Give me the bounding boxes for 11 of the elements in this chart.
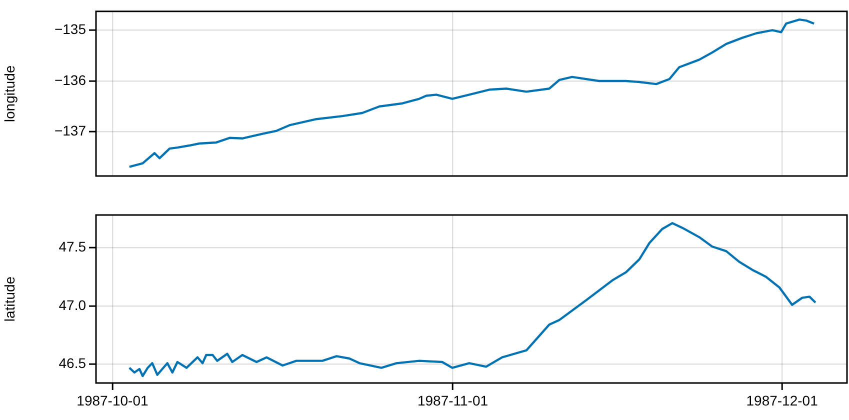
y-axis-title: longitude — [1, 65, 18, 122]
y-tick-label: 46.5 — [58, 355, 86, 372]
y-tick-label: −135 — [54, 21, 86, 38]
x-tick-label: 1987-12-01 — [746, 392, 818, 408]
y-tick-label: 47.0 — [58, 296, 86, 313]
y-tick-label: 47.5 — [58, 238, 86, 255]
y-tick-label: −137 — [54, 122, 86, 139]
x-tick-label: 1987-11-01 — [417, 392, 488, 408]
y-tick-label: −136 — [54, 72, 86, 88]
y-axis-title: latitude — [1, 276, 18, 322]
x-tick-label: 1987-10-01 — [76, 392, 148, 408]
